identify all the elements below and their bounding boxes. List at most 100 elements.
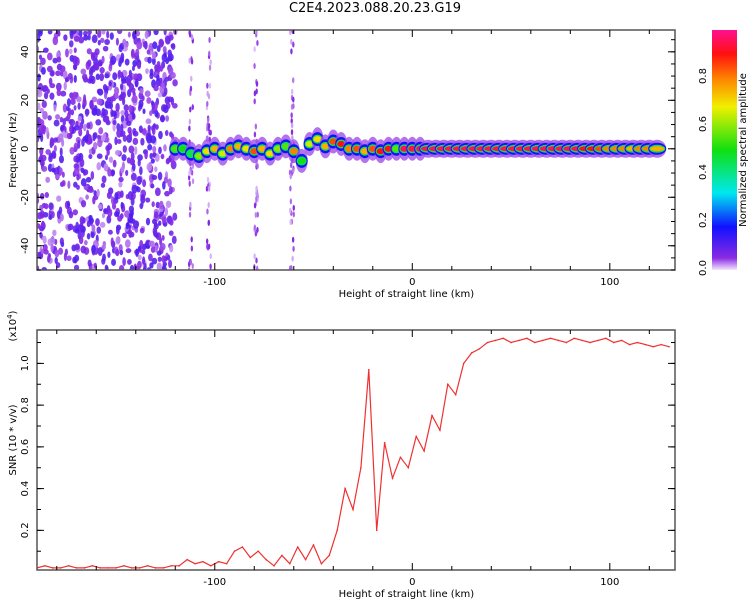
noise-streak (208, 64, 212, 71)
noise-speckle (48, 155, 53, 163)
noise-speckle (141, 243, 147, 250)
noise-speckle (79, 216, 85, 225)
noise-speckle (67, 223, 74, 231)
noise-speckle (141, 95, 145, 102)
noise-speckle (163, 144, 167, 152)
noise-streak (189, 90, 192, 97)
y-tick-label: 0.6 (20, 439, 31, 455)
noise-speckle (78, 36, 85, 44)
noise-speckle (168, 259, 173, 269)
noise-streak (254, 123, 258, 130)
snr-point (217, 560, 220, 563)
noise-speckle (91, 34, 98, 44)
noise-speckle (116, 123, 121, 131)
y-tick-label: -20 (20, 189, 31, 205)
noise-speckle (136, 62, 142, 70)
noise-speckle (66, 106, 70, 112)
noise-speckle (95, 218, 100, 227)
plot-frame (36, 329, 676, 571)
noise-speckle (156, 74, 160, 81)
y-axis-label: Frequency (Hz) (8, 112, 19, 188)
snr-point (296, 546, 299, 548)
noise-streak (205, 238, 209, 245)
noise-speckle (151, 174, 158, 181)
x-tick-label: 100 (600, 577, 619, 588)
noise-speckle (117, 30, 123, 35)
noise-speckle (125, 222, 130, 230)
noise-speckle (69, 125, 73, 134)
noise-speckle (136, 40, 143, 50)
noise-speckle (114, 211, 120, 218)
snr-point (304, 558, 307, 561)
noise-speckle (152, 152, 157, 158)
noise-streak (207, 219, 210, 226)
noise-speckle (103, 163, 109, 172)
noise-speckle (60, 124, 65, 132)
noise-speckle (144, 90, 151, 97)
noise-streak (290, 38, 293, 45)
snr-point (447, 383, 449, 386)
noise-streak (292, 41, 295, 48)
noise-speckle (172, 79, 178, 87)
snr-point (75, 567, 78, 569)
noise-streak (253, 62, 256, 69)
snr-point (518, 339, 520, 342)
noise-speckle (110, 196, 115, 205)
noise-speckle (52, 36, 59, 46)
noise-speckle (105, 136, 110, 143)
noise-speckle (42, 235, 47, 245)
noise-streak (207, 201, 210, 208)
noise-speckle (43, 249, 49, 255)
snr-point (312, 544, 315, 546)
noise-streak (188, 211, 192, 218)
noise-speckle (39, 107, 44, 114)
noise-speckle (49, 137, 54, 147)
noise-speckle (172, 102, 178, 109)
noise-speckle (128, 212, 134, 219)
noise-speckle (119, 56, 125, 63)
plot-frame (36, 29, 676, 271)
noise-streak (289, 219, 292, 226)
noise-speckle (66, 200, 70, 209)
noise-speckle (87, 34, 91, 41)
snr-point (391, 477, 394, 479)
noise-speckle (114, 149, 121, 156)
noise-speckle (47, 30, 53, 35)
noise-speckle (67, 73, 73, 80)
y-tick-label: 40 (20, 45, 31, 58)
noise-speckle (45, 149, 51, 155)
noise-streak (292, 211, 295, 218)
noise-speckle (62, 70, 68, 80)
noise-speckle (107, 251, 111, 258)
noise-streak (292, 77, 295, 84)
noise-speckle (75, 120, 79, 127)
noise-speckle (157, 171, 163, 181)
noise-streak (206, 176, 210, 183)
noise-speckle (86, 122, 91, 129)
snr-point (115, 567, 117, 569)
noise-speckle (149, 110, 153, 116)
noise-speckle (55, 70, 61, 77)
noise-speckle (156, 64, 161, 73)
noise-speckle (52, 57, 58, 64)
noise-speckle (157, 256, 162, 262)
noise-speckle (92, 196, 96, 205)
noise-speckle (137, 245, 141, 252)
noise-speckle (111, 110, 117, 117)
noise-streak (255, 195, 258, 202)
noise-streak (290, 112, 293, 119)
noise-speckle (56, 195, 62, 202)
snr-point (597, 339, 599, 342)
band-peak (313, 136, 322, 143)
noise-speckle (148, 253, 153, 262)
noise-speckle (69, 92, 75, 100)
noise-speckle (160, 153, 165, 160)
noise-speckle (46, 65, 53, 73)
noise-speckle (73, 64, 77, 70)
noise-speckle (121, 75, 125, 84)
snr-point (549, 337, 552, 340)
noise-speckle (108, 64, 113, 72)
band-peak (210, 145, 219, 152)
noise-speckle (58, 206, 63, 215)
